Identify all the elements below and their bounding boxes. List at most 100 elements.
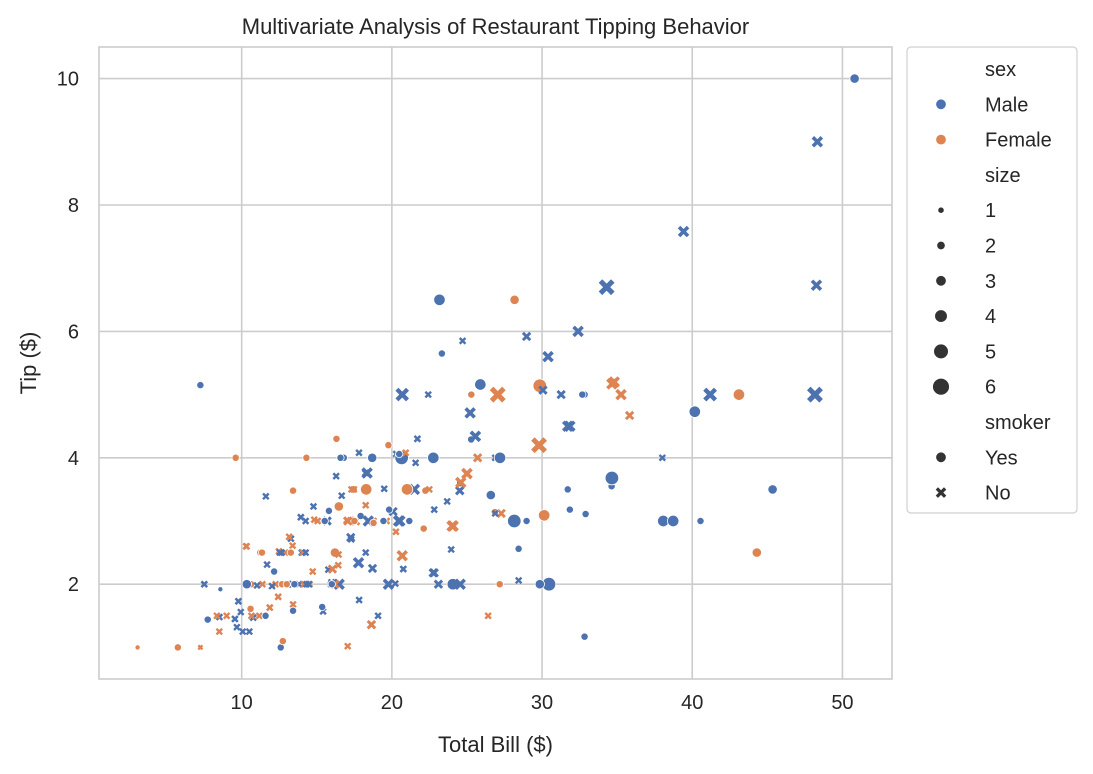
data-point (379, 516, 388, 526)
data-point (355, 596, 363, 604)
data-point (447, 545, 455, 554)
data-point (318, 602, 327, 612)
data-point (369, 518, 378, 527)
legend-entries: sex Male Female size 1 2 3 4 5 6 smoker Yes No (932, 59, 1052, 505)
data-point (288, 606, 298, 615)
data-point (703, 387, 717, 402)
data-point (197, 644, 204, 651)
data-point (332, 472, 340, 480)
legend-frame (906, 46, 1078, 514)
data-point (320, 516, 329, 526)
y-tick-label: 6 (68, 321, 79, 343)
data-point (433, 293, 446, 306)
data-point (384, 441, 393, 450)
data-point (343, 516, 353, 526)
data-point (437, 349, 446, 358)
data-point (578, 390, 587, 399)
x-tick-label: 20 (381, 692, 403, 714)
data-points (134, 73, 860, 652)
data-point (514, 576, 523, 585)
data-point (241, 579, 252, 590)
data-point (289, 600, 297, 609)
data-point (385, 505, 394, 514)
data-point (222, 612, 231, 620)
data-point (327, 580, 336, 589)
data-point (542, 350, 554, 363)
data-point (355, 449, 363, 457)
data-point (411, 459, 420, 467)
x-tick-labels: 10 20 30 40 50 (231, 692, 854, 714)
data-point (606, 378, 618, 390)
data-point (233, 623, 241, 631)
data-point (521, 331, 532, 342)
data-point (334, 561, 342, 569)
legend-label-yes: Yes (985, 447, 1018, 469)
data-point (231, 615, 239, 623)
data-point (455, 485, 465, 496)
data-point (604, 470, 620, 486)
data-point (309, 502, 318, 511)
data-point (217, 586, 224, 593)
legend-label-size-2: 2 (985, 236, 996, 258)
data-point (274, 593, 282, 601)
data-point (561, 420, 574, 432)
data-point (413, 435, 422, 443)
data-point (399, 565, 407, 573)
data-point (401, 449, 410, 457)
data-point (522, 516, 531, 526)
data-point (491, 509, 499, 518)
data-point (268, 582, 276, 590)
data-point (677, 225, 690, 238)
data-point (327, 564, 338, 574)
legend-marker-size-3 (935, 275, 947, 287)
data-point (262, 492, 270, 501)
data-point (751, 547, 762, 558)
y-axis-label: Tip ($) (16, 332, 41, 395)
legend-title-size: size (985, 165, 1021, 187)
legend-label-male: Male (985, 94, 1028, 116)
legend-title-smoker: smoker (985, 412, 1051, 434)
data-point (458, 337, 467, 345)
legend-title-sex: sex (985, 59, 1016, 81)
data-point (374, 612, 382, 620)
data-point (732, 388, 746, 401)
data-point (443, 497, 451, 506)
data-point (173, 643, 182, 652)
data-point (288, 541, 297, 550)
data-point (464, 407, 476, 419)
x-axis-label: Total Bill ($) (438, 732, 553, 757)
legend-marker-size-5 (933, 343, 949, 360)
data-point (565, 505, 574, 514)
data-point (366, 619, 377, 630)
data-point (688, 405, 701, 418)
data-point (350, 485, 358, 494)
data-point (509, 294, 520, 305)
data-point (360, 483, 373, 496)
legend-label-no: No (985, 483, 1011, 505)
data-point (455, 476, 467, 489)
y-tick-label: 8 (68, 195, 79, 217)
data-point (447, 520, 459, 532)
grid (99, 47, 892, 679)
data-point (309, 567, 317, 576)
legend-marker-size-1 (937, 206, 945, 214)
data-point (658, 454, 667, 462)
data-point (200, 580, 208, 588)
data-point (534, 579, 545, 590)
data-point (495, 580, 504, 589)
data-point (461, 467, 473, 480)
data-point (810, 279, 823, 292)
data-point (352, 556, 365, 569)
data-point (382, 578, 395, 590)
legend-marker-female (935, 133, 947, 146)
data-point (263, 560, 271, 569)
data-point (472, 453, 483, 463)
data-point (334, 550, 343, 559)
data-point (392, 528, 400, 536)
data-point (276, 548, 284, 557)
data-point (425, 485, 433, 494)
data-point (257, 548, 267, 557)
x-tick-label: 50 (831, 692, 853, 714)
legend-marker-size-4 (934, 309, 948, 323)
